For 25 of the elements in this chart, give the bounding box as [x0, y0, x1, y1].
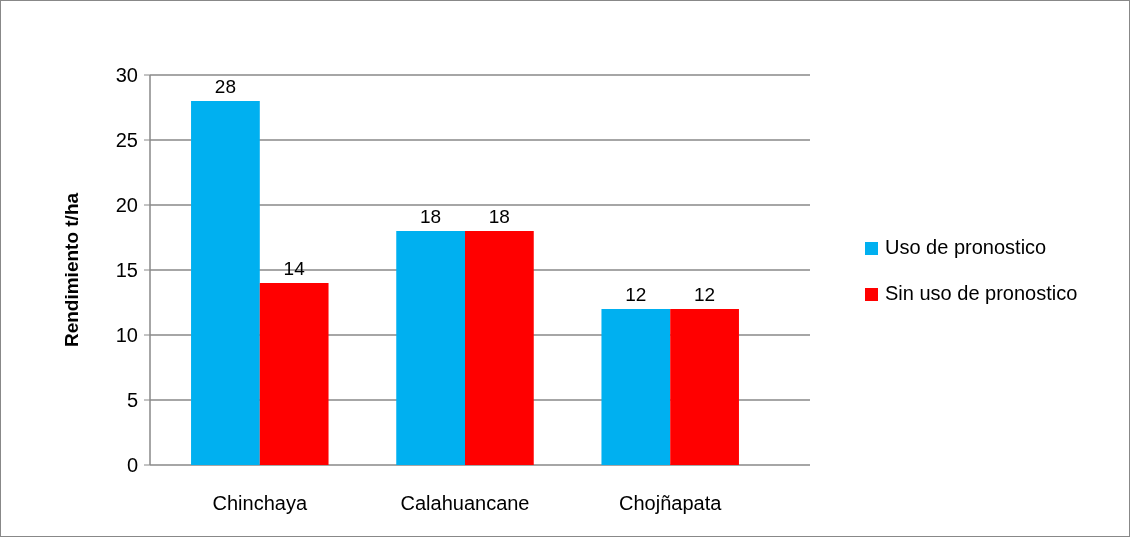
bar — [465, 231, 534, 465]
legend-label: Sin uso de pronostico — [885, 282, 1078, 304]
y-tick-label: 10 — [115, 324, 138, 346]
bar — [670, 309, 739, 465]
data-label: 18 — [420, 206, 442, 227]
x-tick-label: Calahuancane — [400, 492, 530, 514]
data-label: 18 — [488, 206, 510, 227]
y-axis-title: Rendimiento t/ha — [61, 192, 82, 348]
data-label: 12 — [694, 284, 716, 305]
bar — [601, 309, 671, 465]
y-tick-label: 0 — [126, 454, 138, 476]
y-tick-label: 15 — [115, 259, 138, 281]
legend-label: Uso de pronostico — [885, 236, 1047, 258]
y-tick-label: 20 — [115, 194, 138, 216]
bar — [396, 231, 465, 465]
y-tick-label: 30 — [115, 64, 138, 86]
data-label: 12 — [625, 284, 647, 305]
y-tick-label: 25 — [115, 129, 138, 151]
data-label: 28 — [214, 76, 236, 97]
data-label: 14 — [283, 258, 306, 279]
x-tick-label: Chojñapata — [619, 492, 723, 514]
bar — [191, 101, 260, 465]
y-tick-label: 5 — [126, 389, 138, 411]
x-tick-label: Chinchaya — [212, 492, 308, 514]
bar — [259, 283, 329, 465]
